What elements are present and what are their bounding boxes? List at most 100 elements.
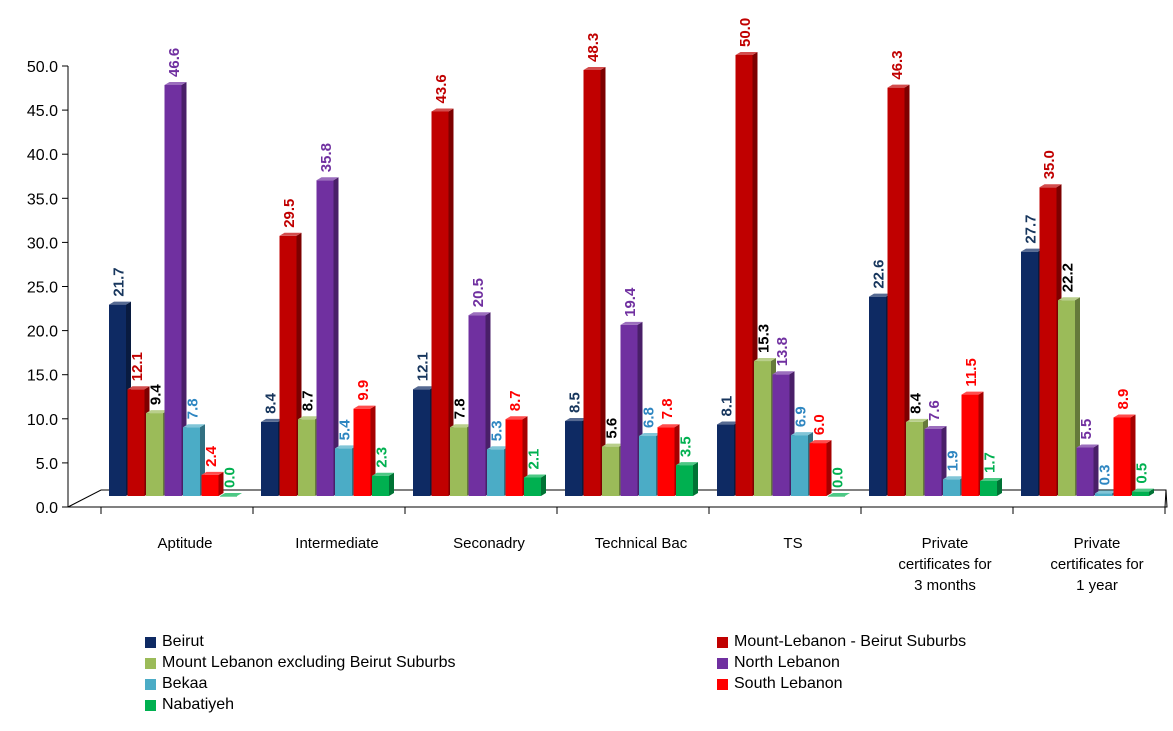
bar-side <box>978 391 984 496</box>
y-tick-label: 35.0 <box>27 191 58 208</box>
bar <box>961 391 984 496</box>
bar-front <box>602 446 619 496</box>
bar-front <box>943 479 960 496</box>
bar-top <box>887 84 910 88</box>
data-label: 8.4 <box>908 392 925 414</box>
data-label: 48.3 <box>585 33 602 62</box>
data-label: 8.1 <box>719 396 736 417</box>
y-tick-label: 30.0 <box>27 235 58 252</box>
bar-front <box>164 84 182 496</box>
bar-front <box>109 304 126 496</box>
bar-top <box>183 424 205 428</box>
data-label: 9.4 <box>148 384 165 406</box>
y-tick-label: 25.0 <box>27 280 58 297</box>
bar-side <box>218 471 224 496</box>
bar-side <box>904 84 910 496</box>
data-label: 19.4 <box>622 287 639 317</box>
bar-top <box>980 478 1002 482</box>
bar-top <box>869 293 891 297</box>
bar-top <box>468 312 491 316</box>
bar <box>316 177 339 496</box>
bar <box>524 474 546 496</box>
data-label: 22.2 <box>1060 263 1077 292</box>
data-label: 21.7 <box>111 267 128 296</box>
bar <box>372 472 394 496</box>
bar-side <box>370 405 376 496</box>
data-label: 8.7 <box>300 390 317 411</box>
data-label: 6.0 <box>811 414 828 435</box>
bar-front <box>353 408 371 496</box>
data-label: 3.5 <box>678 436 695 457</box>
bar-front <box>1076 447 1094 496</box>
bar-side <box>997 478 1002 496</box>
bar-side <box>1149 488 1154 496</box>
bar <box>431 108 454 496</box>
bar-front <box>372 475 389 496</box>
bar-front <box>620 324 638 496</box>
bar-top <box>828 493 850 496</box>
bar-front <box>754 361 771 496</box>
bar-top <box>1132 488 1154 492</box>
floor-edge <box>1164 489 1167 508</box>
bar-front <box>657 427 675 496</box>
data-label: 9.9 <box>355 380 372 401</box>
bar-front <box>146 413 163 496</box>
data-label: 1.7 <box>982 452 999 473</box>
bar-top <box>639 433 661 437</box>
bar <box>887 84 910 496</box>
bar-top <box>505 416 528 420</box>
bar-top <box>261 418 283 422</box>
x-tick-label-line: TS <box>783 535 802 552</box>
data-label: 8.9 <box>1115 389 1132 410</box>
bar-top <box>961 391 984 395</box>
bar <box>676 462 698 496</box>
data-label: 8.7 <box>507 390 524 411</box>
bar-top <box>735 52 758 55</box>
data-label: 5.5 <box>1078 419 1095 440</box>
bar-front <box>924 428 942 496</box>
y-tick-label: 10.0 <box>27 412 58 429</box>
bar-front <box>639 436 656 496</box>
bar-top <box>717 421 739 425</box>
bar-top <box>1113 414 1136 418</box>
data-label: 22.6 <box>871 259 888 288</box>
bar-front <box>1021 251 1038 496</box>
x-tick-label: Technical Bac <box>595 535 688 552</box>
data-label: 5.3 <box>489 420 506 441</box>
bar-top <box>772 371 795 375</box>
x-tick-label: Private certificates for 1 year <box>1050 535 1143 594</box>
bar <box>1113 414 1136 496</box>
bar-front <box>717 424 734 496</box>
data-label: 50.0 <box>737 18 754 47</box>
bar-top <box>146 410 168 414</box>
bar-side <box>389 472 394 496</box>
bar-front <box>980 481 997 496</box>
bar-side <box>693 462 698 496</box>
x-tick-label-line: certificates for <box>898 556 991 573</box>
bar-side <box>541 474 546 496</box>
bar-top <box>583 66 606 70</box>
bar-side <box>522 416 528 496</box>
data-label: 46.6 <box>166 48 183 77</box>
bar-front <box>565 421 582 496</box>
bar-top <box>676 462 698 466</box>
bar <box>220 493 242 497</box>
data-label: 0.0 <box>830 467 847 488</box>
data-label: 7.8 <box>452 398 469 419</box>
bar-front <box>1039 187 1057 497</box>
bar-top <box>164 81 187 85</box>
x-tick-label: Aptitude <box>157 535 212 552</box>
data-label: 5.6 <box>604 418 621 439</box>
data-label: 0.5 <box>1134 463 1151 484</box>
bar-top <box>450 424 472 428</box>
bar-front <box>431 111 449 496</box>
bar-front <box>468 315 486 496</box>
data-label: 8.4 <box>263 392 280 414</box>
bar <box>809 440 832 496</box>
bar-top <box>924 425 947 429</box>
data-label: 27.7 <box>1023 214 1040 243</box>
data-label: 0.3 <box>1097 464 1114 485</box>
y-tick-label: 0.0 <box>36 500 58 517</box>
bar-top <box>1021 248 1043 252</box>
bar-front <box>809 443 827 496</box>
